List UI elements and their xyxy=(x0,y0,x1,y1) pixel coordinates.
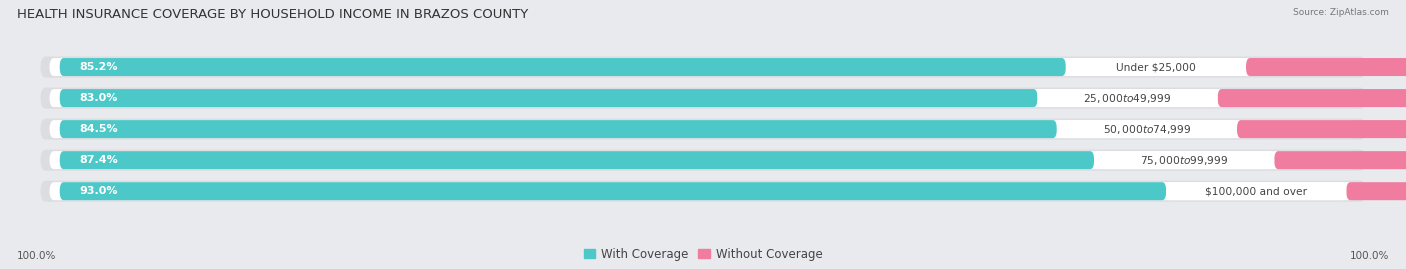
Text: $100,000 and over: $100,000 and over xyxy=(1205,186,1308,196)
Legend: With Coverage, Without Coverage: With Coverage, Without Coverage xyxy=(579,243,827,265)
Text: 100.0%: 100.0% xyxy=(1350,251,1389,261)
Text: Source: ZipAtlas.com: Source: ZipAtlas.com xyxy=(1294,8,1389,17)
FancyBboxPatch shape xyxy=(49,58,1357,76)
FancyBboxPatch shape xyxy=(41,87,1365,109)
FancyBboxPatch shape xyxy=(49,182,1357,200)
FancyBboxPatch shape xyxy=(41,56,1365,77)
FancyBboxPatch shape xyxy=(59,58,1066,76)
FancyBboxPatch shape xyxy=(59,89,1038,107)
FancyBboxPatch shape xyxy=(59,151,1094,169)
Text: HEALTH INSURANCE COVERAGE BY HOUSEHOLD INCOME IN BRAZOS COUNTY: HEALTH INSURANCE COVERAGE BY HOUSEHOLD I… xyxy=(17,8,529,21)
FancyBboxPatch shape xyxy=(1038,89,1218,107)
FancyBboxPatch shape xyxy=(1274,151,1406,169)
Text: $75,000 to $99,999: $75,000 to $99,999 xyxy=(1140,154,1229,167)
Text: 85.2%: 85.2% xyxy=(79,62,118,72)
Text: $50,000 to $74,999: $50,000 to $74,999 xyxy=(1102,123,1191,136)
FancyBboxPatch shape xyxy=(1347,182,1406,200)
Text: Under $25,000: Under $25,000 xyxy=(1116,62,1197,72)
FancyBboxPatch shape xyxy=(41,150,1365,171)
FancyBboxPatch shape xyxy=(49,151,1357,169)
FancyBboxPatch shape xyxy=(49,89,1357,107)
Text: 87.4%: 87.4% xyxy=(79,155,118,165)
FancyBboxPatch shape xyxy=(49,120,1357,138)
FancyBboxPatch shape xyxy=(1166,182,1347,200)
Text: 100.0%: 100.0% xyxy=(17,251,56,261)
FancyBboxPatch shape xyxy=(1094,151,1274,169)
FancyBboxPatch shape xyxy=(41,181,1365,202)
FancyBboxPatch shape xyxy=(59,182,1166,200)
Text: 93.0%: 93.0% xyxy=(79,186,118,196)
Text: 83.0%: 83.0% xyxy=(79,93,117,103)
FancyBboxPatch shape xyxy=(1218,89,1406,107)
Text: $25,000 to $49,999: $25,000 to $49,999 xyxy=(1084,91,1171,105)
FancyBboxPatch shape xyxy=(1237,120,1406,138)
FancyBboxPatch shape xyxy=(1246,58,1406,76)
FancyBboxPatch shape xyxy=(1066,58,1246,76)
FancyBboxPatch shape xyxy=(1057,120,1237,138)
Text: 84.5%: 84.5% xyxy=(79,124,118,134)
FancyBboxPatch shape xyxy=(59,120,1057,138)
FancyBboxPatch shape xyxy=(41,119,1365,140)
